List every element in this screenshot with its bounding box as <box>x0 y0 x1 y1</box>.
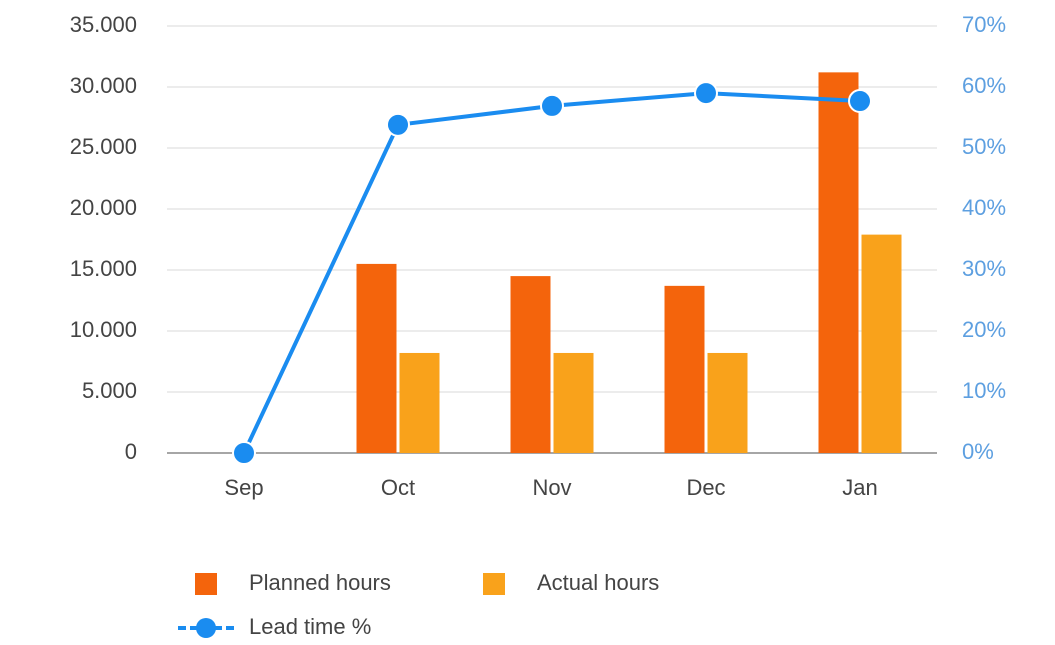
legend-marker <box>196 618 216 638</box>
line <box>242 91 861 454</box>
bar <box>818 72 859 454</box>
legend-swatch <box>195 573 217 595</box>
bar <box>553 352 594 453</box>
bar <box>356 263 397 453</box>
y2-tick-label: 30% <box>962 256 1006 281</box>
line-point <box>540 93 564 118</box>
legend-label: Planned hours <box>249 570 391 595</box>
legend-label: Lead time % <box>249 614 371 639</box>
y-tick-label: 10.000 <box>70 317 137 342</box>
y-tick-label: 20.000 <box>70 195 137 220</box>
x-tick-label: Jan <box>842 475 877 500</box>
x-tick-label: Oct <box>381 475 415 500</box>
bar <box>664 285 705 453</box>
y-tick-label: 30.000 <box>70 73 137 98</box>
y-tick-label: 5.000 <box>82 378 137 403</box>
bar <box>510 276 551 453</box>
y-tick-label: 15.000 <box>70 256 137 281</box>
line-point <box>848 89 872 114</box>
line-point <box>386 112 410 137</box>
x-tick-label: Sep <box>224 475 263 500</box>
legend-swatch <box>483 573 505 595</box>
x-tick-label: Dec <box>686 475 725 500</box>
y-tick-label: 35.000 <box>70 12 137 37</box>
y2-tick-label: 10% <box>962 378 1006 403</box>
y2-tick-label: 50% <box>962 134 1006 159</box>
y-tick-label: 25.000 <box>70 134 137 159</box>
legend-label: Actual hours <box>537 570 659 595</box>
line-point <box>232 441 256 465</box>
bar <box>707 352 748 453</box>
y2-tick-label: 60% <box>962 73 1006 98</box>
y2-tick-label: 20% <box>962 317 1006 342</box>
y-tick-label: 0 <box>125 439 137 464</box>
bar <box>861 234 902 453</box>
x-tick-label: Nov <box>532 475 571 500</box>
bar <box>399 352 440 453</box>
y2-tick-label: 40% <box>962 195 1006 220</box>
line-point <box>694 81 718 106</box>
y2-tick-label: 70% <box>962 12 1006 37</box>
y2-tick-label: 0% <box>962 439 994 464</box>
